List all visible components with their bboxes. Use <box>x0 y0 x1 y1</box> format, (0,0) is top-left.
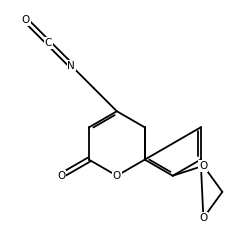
Text: O: O <box>113 171 121 181</box>
Text: O: O <box>57 171 65 181</box>
Text: O: O <box>199 213 208 223</box>
Text: O: O <box>22 15 30 25</box>
Text: O: O <box>199 161 208 171</box>
Text: N: N <box>67 61 75 71</box>
Text: C: C <box>45 38 52 48</box>
